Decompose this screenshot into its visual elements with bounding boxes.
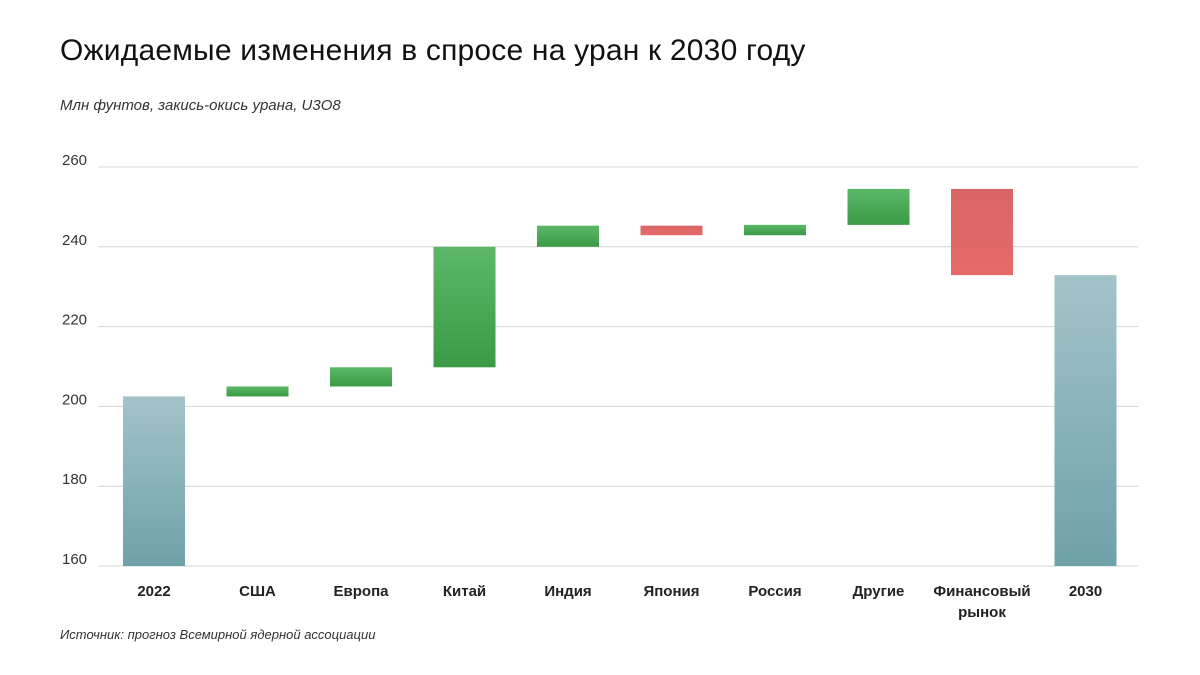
y-tick-label: 220 [62, 312, 87, 329]
y-tick-label: 160 [62, 551, 87, 568]
x-category-label: Китай [443, 583, 486, 600]
y-tick-label: 180 [62, 471, 87, 488]
y-tick-label: 240 [62, 232, 87, 249]
y-tick-label: 200 [62, 391, 87, 408]
chart-title: Ожидаемые изменения в спросе на уран к 2… [60, 34, 806, 67]
bar-increase-7 [847, 188, 910, 225]
bar-increase-2 [330, 367, 392, 387]
x-category-label: Индия [544, 583, 591, 600]
bar-increase-1 [226, 386, 289, 397]
bar-increase-6 [744, 224, 806, 236]
x-category-label: 2022 [137, 583, 170, 600]
x-category-label: Европа [334, 583, 390, 600]
x-category-label: Другие [853, 583, 905, 600]
bar-total-0 [123, 396, 185, 566]
x-category-label: США [239, 583, 276, 600]
bar-total-9 [1054, 275, 1117, 566]
bar-decrease-8 [951, 188, 1013, 276]
bar-increase-4 [537, 225, 599, 247]
bar-increase-3 [433, 246, 496, 368]
x-category-label: Финансовый рынок [933, 583, 1030, 621]
x-category-label: Япония [643, 583, 699, 600]
y-tick-label: 260 [62, 152, 87, 169]
chart-subtitle: Млн фунтов, закись-окись урана, U3O8 [60, 97, 341, 114]
x-category-label: 2030 [1069, 583, 1102, 600]
x-category-label: Россия [748, 583, 801, 600]
chart-source: Источник: прогноз Всемирной ядерной ассо… [60, 627, 376, 642]
bar-decrease-5 [640, 225, 703, 236]
